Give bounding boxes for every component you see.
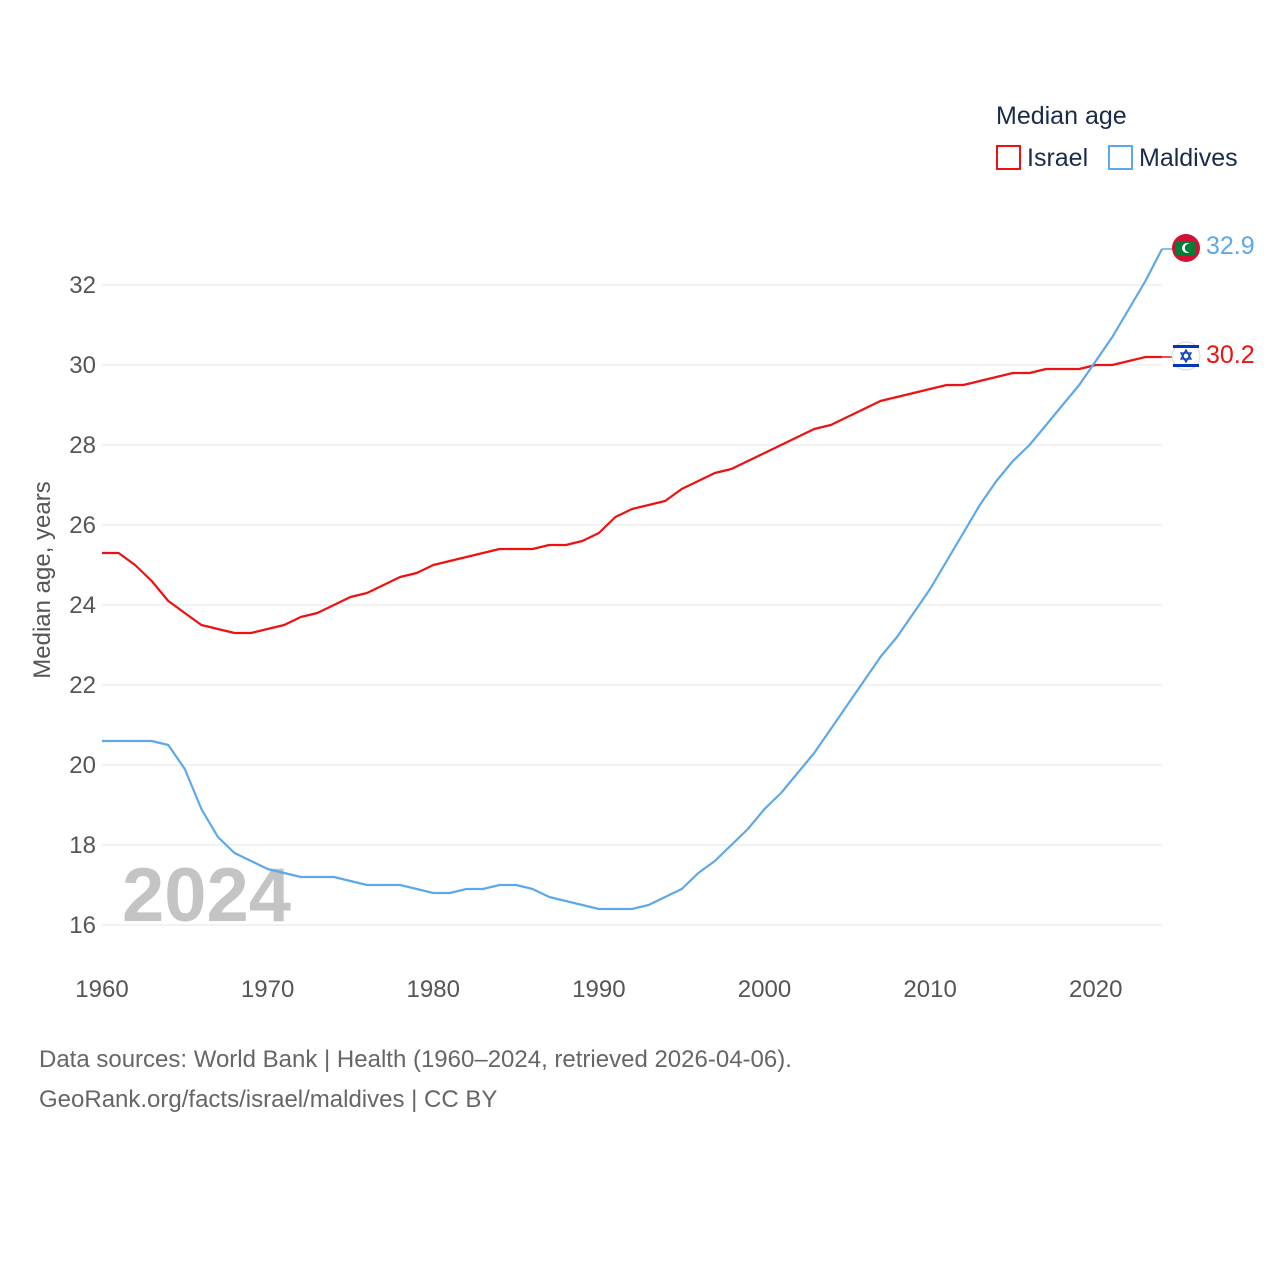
x-tick-1990: 1990 — [572, 976, 625, 1003]
x-axis-ticks: 1960 1970 1980 1990 2000 2010 2020 — [75, 976, 1122, 1003]
legend-swatch-israel — [996, 145, 1021, 170]
y-tick-20: 20 — [69, 752, 96, 779]
end-label-maldives: 32.9 — [1206, 232, 1255, 260]
legend: Median age Israel Maldives — [996, 102, 1238, 172]
x-tick-1980: 1980 — [407, 976, 460, 1003]
y-tick-22: 22 — [69, 672, 96, 699]
series-line-israel — [102, 355, 1162, 635]
gridlines — [102, 284, 1162, 926]
series-lines — [102, 248, 1172, 911]
y-tick-16: 16 — [69, 912, 96, 939]
series-line-maldives — [102, 248, 1163, 911]
y-axis-ticks: 16 18 20 22 24 26 28 30 32 — [69, 272, 96, 939]
x-tick-2000: 2000 — [738, 976, 791, 1003]
median-age-chart: 16 18 20 22 24 26 28 30 32 1960 1970 1980 1990 2000 2… — [29, 102, 1255, 1003]
y-tick-30: 30 — [69, 352, 96, 379]
maldives-flag-icon — [1172, 234, 1200, 262]
y-tick-28: 28 — [69, 432, 96, 459]
y-tick-24: 24 — [69, 592, 96, 619]
legend-label-maldives: Maldives — [1139, 144, 1238, 172]
current-year-watermark: 2024 — [122, 853, 291, 938]
y-axis-title: Median age, years — [29, 481, 56, 678]
x-tick-2020: 2020 — [1069, 976, 1122, 1003]
x-tick-2010: 2010 — [903, 976, 956, 1003]
y-tick-18: 18 — [69, 832, 96, 859]
source-line-1: Data sources: World Bank | Health (1960–… — [39, 1046, 792, 1073]
x-tick-1960: 1960 — [75, 976, 128, 1003]
legend-swatch-maldives — [1108, 145, 1133, 170]
legend-label-israel: Israel — [1027, 144, 1088, 172]
x-tick-1970: 1970 — [241, 976, 294, 1003]
y-tick-26: 26 — [69, 512, 96, 539]
y-tick-32: 32 — [69, 272, 96, 299]
end-label-israel: 30.2 — [1206, 341, 1255, 369]
source-line-2: GeoRank.org/facts/israel/maldives | CC B… — [39, 1086, 498, 1113]
source-note: Data sources: World Bank | Health (1960–… — [39, 1040, 792, 1120]
israel-flag-icon — [1171, 341, 1201, 371]
legend-title: Median age — [996, 102, 1127, 130]
